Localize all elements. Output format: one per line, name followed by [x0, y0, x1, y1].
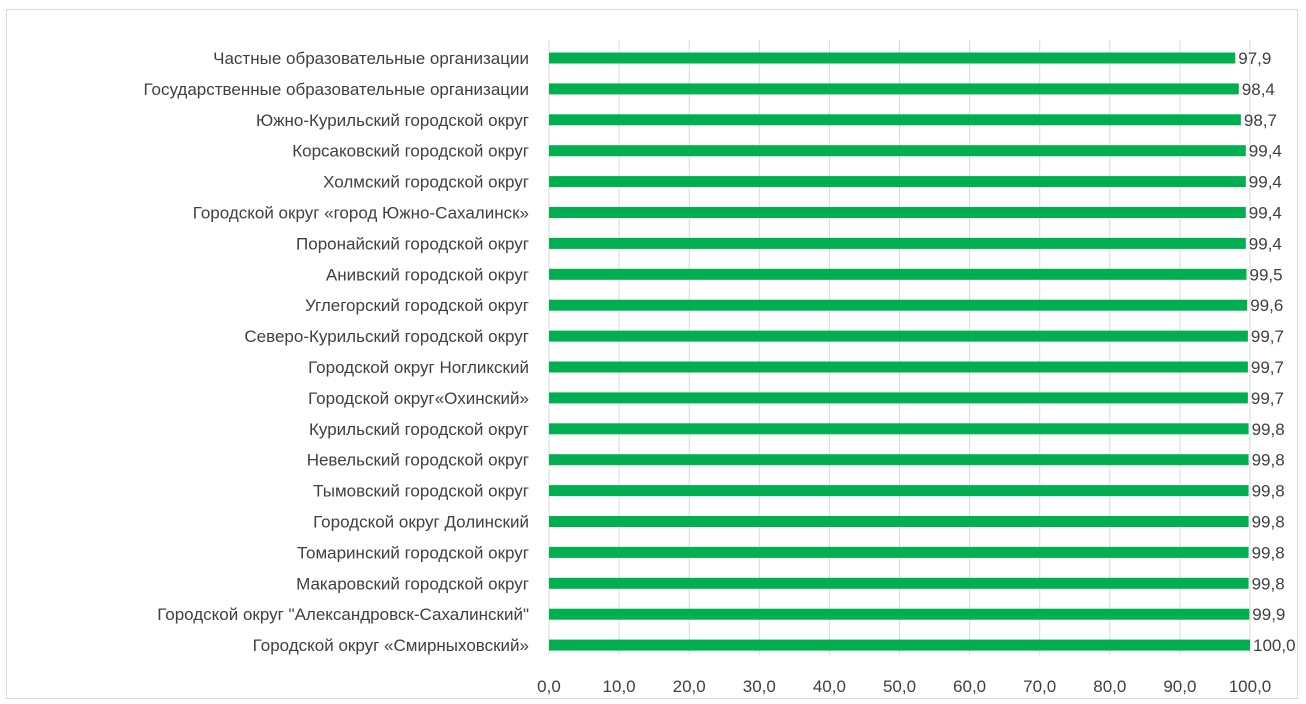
x-tick-label: 100,0 [1229, 677, 1272, 696]
category-label: Поронайский городской округ [296, 234, 529, 253]
bar [549, 361, 1248, 373]
category-label: Городской округ«Охинский» [308, 389, 529, 408]
value-label: 99,8 [1252, 513, 1285, 532]
value-label: 99,8 [1252, 482, 1285, 501]
value-label: 99,4 [1249, 173, 1282, 192]
value-label: 99,7 [1251, 389, 1284, 408]
value-label: 99,8 [1252, 420, 1285, 439]
bar [549, 145, 1246, 157]
value-label: 99,8 [1252, 574, 1285, 593]
x-tick-label: 90,0 [1163, 677, 1196, 696]
category-label: Южно-Курильский городской округ [256, 111, 529, 130]
x-tick-label: 70,0 [1023, 677, 1056, 696]
bar [549, 83, 1239, 95]
bar [549, 485, 1249, 497]
x-tick-label: 30,0 [743, 677, 776, 696]
x-tick-label: 0,0 [537, 677, 561, 696]
bar [549, 52, 1236, 64]
category-label: Городской округ Ногликский [308, 358, 529, 377]
value-label: 99,7 [1251, 358, 1284, 377]
category-label: Городской округ «город Южно-Сахалинск» [193, 204, 529, 223]
bar [549, 546, 1249, 558]
value-label: 99,4 [1249, 142, 1282, 161]
category-label: Курильский городской округ [309, 420, 529, 439]
value-label: 99,6 [1250, 296, 1283, 315]
bar [549, 608, 1250, 620]
value-label: 99,7 [1251, 327, 1284, 346]
bar [549, 299, 1248, 311]
bar [549, 392, 1248, 404]
value-labels: 97,9 98,4 98,7 99,4 99,4 99,4 99,4 99,5 99,6 99,7… [1238, 49, 1295, 655]
bar [549, 268, 1247, 280]
gridlines [548, 40, 1251, 655]
category-label: Частные образовательные организации [213, 49, 529, 68]
category-label: Углегорский городской округ [305, 296, 529, 315]
bar [549, 516, 1249, 527]
x-axis-ticks: 0,0 10,0 20,0 30,0 40,0 50,0 60,0 70,0 80,0 90,0 1… [537, 677, 1271, 696]
x-tick-label: 20,0 [673, 677, 706, 696]
bar [549, 207, 1246, 218]
category-label: Макаровский городской округ [296, 574, 529, 593]
bar [549, 237, 1246, 249]
value-label: 99,8 [1252, 451, 1285, 470]
x-tick-label: 40,0 [813, 677, 846, 696]
bar [549, 577, 1249, 589]
value-label: 100,0 [1253, 636, 1296, 655]
category-label: Невельский городской округ [307, 451, 529, 470]
category-labels: Частные образовательные организации Госуд… [143, 49, 529, 655]
category-label: Корсаковский городской округ [292, 142, 529, 161]
bar [549, 330, 1248, 342]
value-label: 99,9 [1252, 605, 1285, 624]
value-label: 99,8 [1252, 543, 1285, 562]
category-label: Северо-Курильский городской округ [244, 327, 529, 346]
value-label: 99,4 [1249, 204, 1282, 223]
category-label: Городской округ «Смирныховский» [253, 636, 529, 655]
category-label: Тымовский городской округ [313, 482, 529, 501]
category-label: Городской округ "Александровск-Сахалинск… [157, 605, 529, 624]
bar [549, 176, 1246, 188]
x-tick-label: 80,0 [1093, 677, 1126, 696]
category-label: Томаринский городской округ [297, 543, 529, 562]
x-tick-label: 50,0 [883, 677, 916, 696]
x-tick-label: 60,0 [953, 677, 986, 696]
value-label: 97,9 [1238, 49, 1271, 68]
value-label: 99,4 [1249, 234, 1282, 253]
x-tick-label: 10,0 [603, 677, 636, 696]
bars [549, 52, 1250, 651]
bar [549, 423, 1249, 435]
bar [549, 639, 1250, 651]
bar [549, 454, 1249, 466]
category-label: Государственные образовательные организа… [143, 80, 529, 99]
bar [549, 114, 1241, 126]
value-label: 98,4 [1242, 80, 1275, 99]
category-label: Анивский городской округ [326, 265, 529, 284]
value-label: 99,5 [1249, 265, 1282, 284]
value-label: 98,7 [1244, 111, 1277, 130]
category-label: Городской округ Долинский [313, 513, 529, 532]
category-label: Холмский городской округ [323, 173, 529, 192]
